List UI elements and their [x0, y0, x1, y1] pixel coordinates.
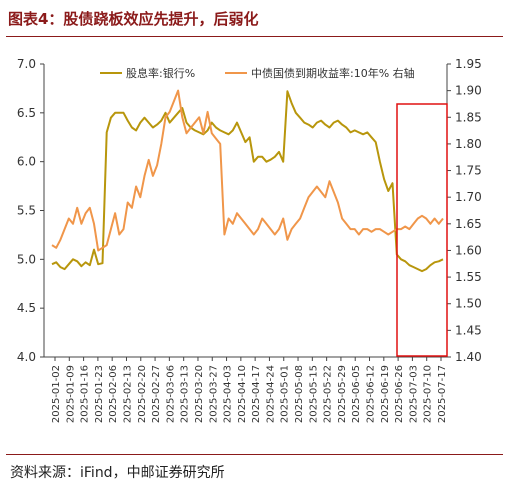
x-tick-label: 2025-06-19 — [380, 365, 391, 423]
left-tick-label: 6.0 — [17, 155, 36, 169]
x-tick-labels: 2025-01-02 2025-01-09 2025-01-16 2025-01-23… — [51, 357, 448, 423]
x-tick-label: 2025-05-22 — [323, 365, 334, 423]
right-tick-label: 1.60 — [455, 243, 482, 257]
x-tick-label: 2025-01-09 — [65, 365, 76, 423]
x-tick-label: 2025-05-08 — [294, 365, 305, 423]
left-tick-labels: 4.0 4.5 5.0 5.5 6.0 6.5 7.0 — [17, 57, 44, 364]
x-tick-label: 2025-07-17 — [437, 365, 448, 423]
x-tick-label: 2025-07-10 — [423, 365, 434, 423]
x-tick-label: 2025-03-20 — [194, 365, 205, 423]
x-tick-label: 2025-05-15 — [308, 365, 319, 423]
x-tick-label: 2025-07-03 — [408, 365, 419, 423]
x-tick-label: 2025-06-26 — [394, 365, 405, 423]
footer-rule — [6, 454, 503, 455]
x-tick-label: 2025-04-10 — [237, 365, 248, 423]
x-tick-label: 2025-02-20 — [137, 365, 148, 423]
x-tick-label: 2025-03-06 — [165, 365, 176, 423]
x-tick-label: 2025-02-13 — [122, 365, 133, 423]
x-tick-label: 2025-03-13 — [180, 365, 191, 423]
page-title: 图表4：股债跷板效应先提升，后弱化 — [8, 10, 259, 28]
left-tick-label: 6.5 — [17, 106, 36, 120]
highlight-box — [396, 103, 448, 357]
x-tick-label: 2025-03-27 — [208, 365, 219, 423]
right-tick-label: 1.85 — [455, 110, 482, 124]
left-tick-label: 7.0 — [17, 57, 36, 71]
right-tick-label: 1.50 — [455, 297, 482, 311]
left-tick-label: 4.0 — [17, 350, 36, 364]
x-tick-label: 2025-05-29 — [337, 365, 348, 423]
right-tick-label: 1.95 — [455, 57, 482, 71]
source-note: 资料来源：iFind，中邮证券研究所 — [10, 465, 225, 481]
series-bank-dividend-line — [51, 90, 444, 273]
title-rule — [6, 36, 503, 37]
x-tick-label: 2025-04-24 — [265, 365, 276, 423]
chart: 2025-01-02 2025-01-09 2025-01-16 2025-01-23… — [17, 57, 482, 423]
right-tick-label: 1.45 — [455, 323, 482, 337]
x-tick-label: 2025-01-02 — [51, 365, 62, 423]
right-tick-label: 1.55 — [455, 270, 482, 284]
legend-label-bank: 股息率:银行% — [126, 66, 195, 80]
right-tick-labels: 1.40 1.45 1.50 1.55 1.60 1.65 1.70 1.75 1.80 1.85… — [447, 57, 482, 364]
right-tick-label: 1.70 — [455, 190, 482, 204]
legend-label-treasury: 中债国债到期收益率:10年% 右轴 — [251, 66, 415, 80]
left-tick-label: 5.5 — [17, 204, 36, 218]
series-treasury-yield-line — [51, 89, 444, 252]
right-tick-label: 1.90 — [455, 84, 482, 98]
right-tick-label: 1.65 — [455, 217, 482, 231]
x-tick-label: 2025-02-27 — [151, 365, 162, 423]
left-tick-label: 5.0 — [17, 252, 36, 266]
series-lines — [51, 89, 444, 273]
right-tick-label: 1.40 — [455, 350, 482, 364]
right-tick-label: 1.80 — [455, 137, 482, 151]
left-tick-label: 4.5 — [17, 301, 36, 315]
x-tick-label: 2025-05-01 — [280, 365, 291, 423]
x-tick-label: 2025-01-23 — [94, 365, 105, 423]
x-tick-label: 2025-01-16 — [80, 365, 91, 423]
x-tick-label: 2025-06-12 — [366, 365, 377, 423]
right-tick-label: 1.75 — [455, 164, 482, 178]
x-tick-label: 2025-06-05 — [351, 365, 362, 423]
x-tick-label: 2025-04-03 — [223, 365, 234, 423]
legend: 股息率:银行% 中债国债到期收益率:10年% 右轴 — [100, 66, 415, 80]
x-tick-label: 2025-04-17 — [251, 365, 262, 423]
x-tick-label: 2025-02-06 — [108, 365, 119, 423]
